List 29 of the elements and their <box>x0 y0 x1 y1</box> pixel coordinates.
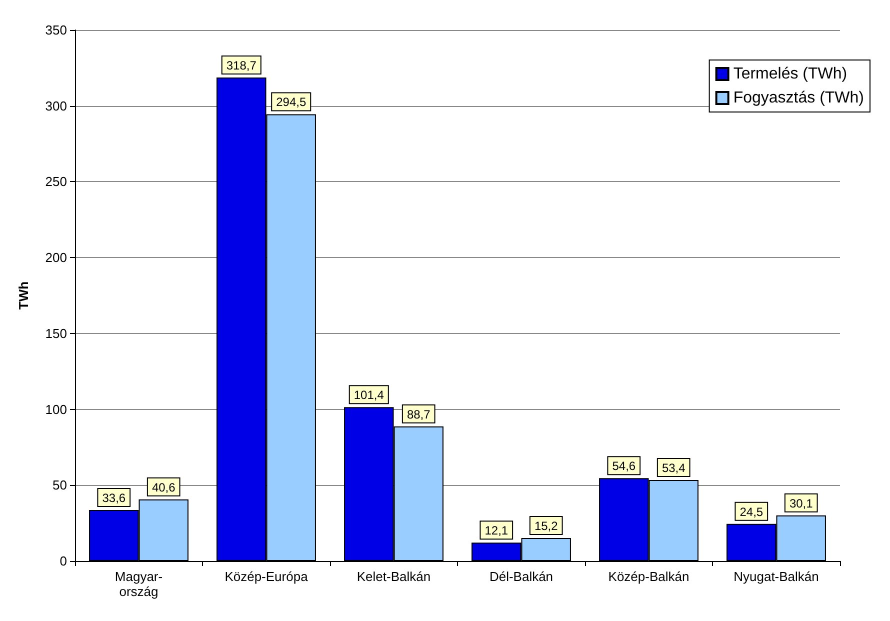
data-label: 101,4 <box>354 388 384 402</box>
legend-label: Fogyasztás (TWh) <box>733 90 864 106</box>
y-tick-label: 0 <box>60 554 67 568</box>
y-tick-label: 250 <box>45 174 67 190</box>
x-tick-label: Dél-Balkán <box>489 569 554 584</box>
y-tick-label: 100 <box>45 402 67 417</box>
y-tick-label: 150 <box>45 326 67 341</box>
x-tick-label: Nyugat-Balkán <box>734 569 819 584</box>
data-label: 88,7 <box>406 407 431 422</box>
y-tick-label: 350 <box>45 22 67 38</box>
y-axis-title: TWh <box>16 281 31 310</box>
x-tick-label: Közép-Európa <box>224 569 309 584</box>
data-label: 318,7 <box>226 58 257 72</box>
x-tick-label: Kelet-Balkán <box>356 569 431 584</box>
data-label: 40,6 <box>152 480 176 494</box>
data-label: 24,5 <box>740 504 764 519</box>
data-label: 30,1 <box>789 496 814 510</box>
data-label: 12,1 <box>484 524 508 538</box>
x-tick-label: Közép-Balkán <box>608 569 690 584</box>
data-label: 294,5 <box>276 95 306 110</box>
data-label: 54,6 <box>612 459 636 474</box>
y-tick-label: 50 <box>52 478 67 493</box>
data-label: 33,6 <box>102 491 126 506</box>
data-label: 15,2 <box>534 518 558 533</box>
data-label: 53,4 <box>662 460 686 475</box>
x-tick-label: Magyar- ország <box>114 569 163 599</box>
y-tick-label: 300 <box>45 98 67 114</box>
y-tick-label: 200 <box>45 250 67 266</box>
legend-label: Termelés (TWh) <box>733 66 848 82</box>
